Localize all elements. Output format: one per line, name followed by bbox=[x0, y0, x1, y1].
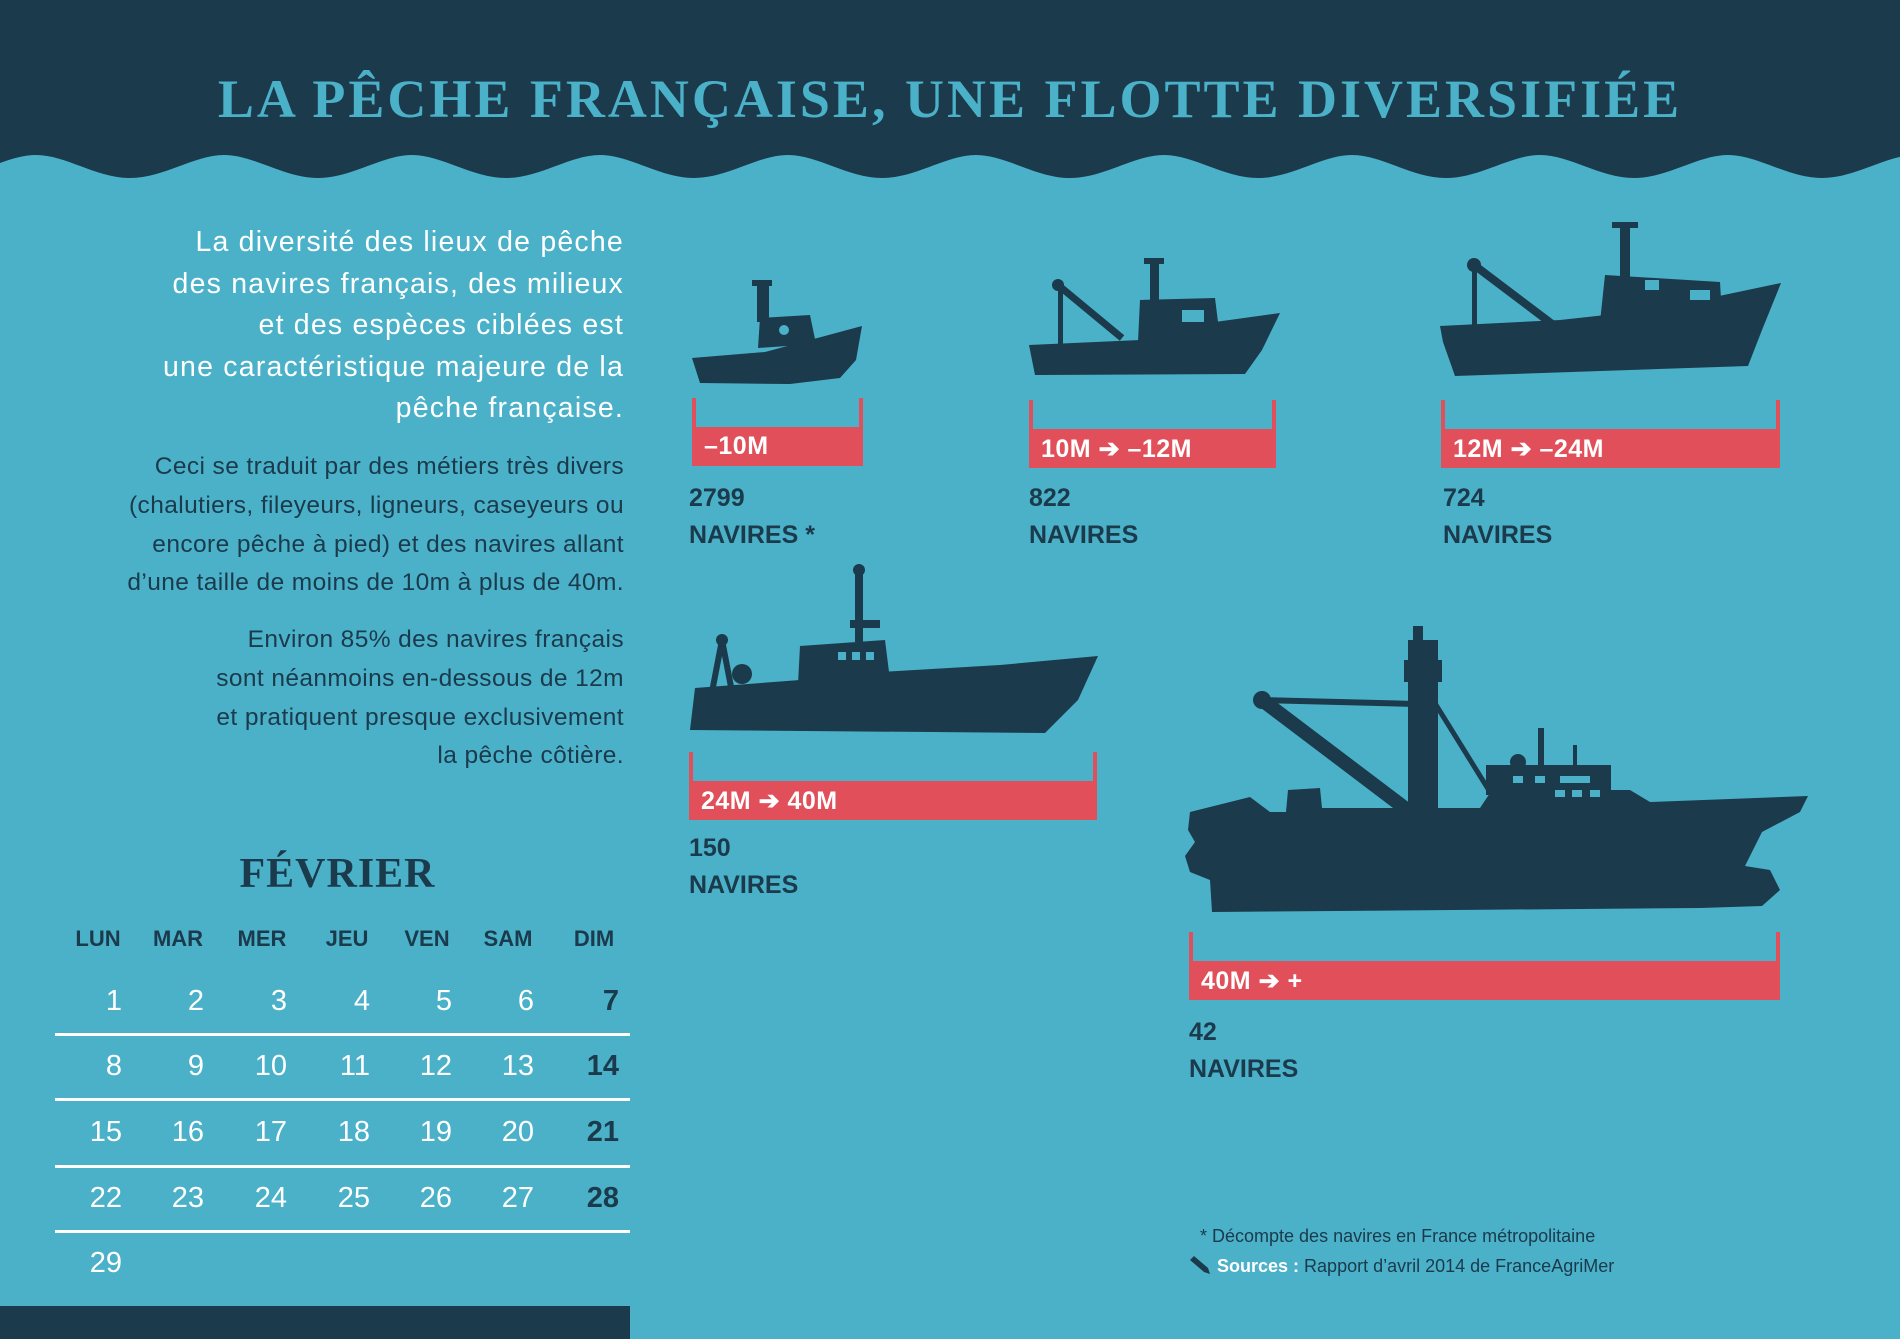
text-line: encore pêche à pied) et des navires alla… bbox=[152, 530, 624, 558]
text-line: la pêche côtière. bbox=[437, 742, 624, 770]
calendar-day: 14 bbox=[586, 1050, 619, 1082]
size-range-bar: 10M ➔ –12M bbox=[1029, 400, 1276, 468]
count-value: 150 bbox=[689, 834, 731, 862]
calendar-day: 11 bbox=[339, 1050, 370, 1082]
count-value: 42 bbox=[1189, 1018, 1217, 1046]
header-banner bbox=[0, 0, 1900, 180]
calendar-day: 4 bbox=[353, 985, 370, 1017]
sources-text: Rapport d’avril 2014 de FranceAgriMer bbox=[1299, 1256, 1615, 1276]
calendar-day: 1 bbox=[105, 985, 122, 1017]
text-line: La diversité des lieux de pêche bbox=[195, 226, 624, 258]
calendar-day: 29 bbox=[89, 1247, 122, 1279]
size-label: 10M ➔ –12M bbox=[1041, 435, 1193, 463]
day-header: MER bbox=[237, 926, 287, 951]
text-line: (chalutiers, fileyeurs, ligneurs, caseye… bbox=[128, 491, 624, 519]
size-label: 40M ➔ + bbox=[1201, 967, 1303, 995]
count-value: 2799 bbox=[689, 484, 745, 512]
small-boat-icon bbox=[692, 280, 862, 384]
count-unit: NAVIRES bbox=[1443, 521, 1553, 549]
calendar-day: 12 bbox=[419, 1050, 452, 1082]
calendar-day: 6 bbox=[517, 985, 534, 1017]
trawler-boat-icon bbox=[1029, 258, 1280, 375]
calendar-day: 17 bbox=[254, 1116, 287, 1148]
vessel-count: 724 NAVIRES bbox=[1443, 480, 1552, 554]
size-label: 12M ➔ –24M bbox=[1453, 435, 1605, 463]
calendar-day: 15 bbox=[89, 1116, 122, 1148]
day-header: JEU bbox=[325, 926, 369, 951]
size-band: 40M ➔ + bbox=[1193, 961, 1776, 1000]
size-band: 12M ➔ –24M bbox=[1445, 429, 1776, 468]
vessel-count: 822 NAVIRES bbox=[1029, 480, 1138, 554]
week-divider bbox=[55, 1230, 630, 1233]
count-value: 822 bbox=[1029, 484, 1071, 512]
calendar-day: 20 bbox=[501, 1116, 534, 1148]
calendar-day: 5 bbox=[435, 985, 452, 1017]
calendar-day: 22 bbox=[89, 1182, 122, 1214]
vessel-count: 2799 NAVIRES * bbox=[689, 480, 815, 554]
size-band: 24M ➔ 40M bbox=[693, 781, 1093, 820]
calendar-day: 2 bbox=[187, 985, 204, 1017]
count-unit: NAVIRES * bbox=[689, 521, 815, 549]
calendar-day: 3 bbox=[270, 985, 287, 1017]
text-line: une caractéristique majeure de la bbox=[162, 350, 624, 383]
calendar-day: 18 bbox=[337, 1116, 370, 1148]
count-unit: NAVIRES bbox=[1029, 521, 1139, 549]
pencil-icon bbox=[1190, 1256, 1210, 1274]
calendar-day: 9 bbox=[187, 1050, 204, 1082]
calendar-day: 25 bbox=[337, 1182, 370, 1214]
factory-ship-icon bbox=[1185, 626, 1808, 912]
calendar-day: 8 bbox=[105, 1050, 122, 1082]
calendar-day: 19 bbox=[419, 1116, 452, 1148]
calendar-day: 10 bbox=[254, 1050, 287, 1082]
trawler-boat-icon bbox=[1440, 222, 1781, 376]
text-line: d’une taille de moins de 10m à plus de 4… bbox=[127, 569, 624, 597]
footnote-count: * Décompte des navires en France métropo… bbox=[1200, 1226, 1596, 1246]
text-line: pêche française. bbox=[395, 392, 624, 424]
calendar-day: 24 bbox=[254, 1182, 287, 1214]
large-trawler-icon bbox=[690, 564, 1098, 733]
size-range-bar: 24M ➔ 40M bbox=[689, 752, 1097, 820]
page-title: LA PÊCHE FRANÇAISE, UNE FLOTTE DIVERSIFI… bbox=[217, 69, 1683, 129]
calendar-day: 13 bbox=[501, 1050, 534, 1082]
calendar-day: 16 bbox=[171, 1116, 204, 1148]
count-unit: NAVIRES bbox=[689, 871, 799, 899]
day-header: VEN bbox=[404, 926, 450, 951]
calendar-day: 23 bbox=[171, 1182, 204, 1214]
size-band: –10M bbox=[696, 427, 859, 466]
size-label: 24M ➔ 40M bbox=[701, 787, 838, 815]
week-divider bbox=[55, 1033, 630, 1036]
size-range-bar: –10M bbox=[692, 398, 863, 466]
size-band: 10M ➔ –12M bbox=[1033, 429, 1272, 468]
week-divider bbox=[55, 1165, 630, 1168]
calendar-day: 27 bbox=[501, 1182, 534, 1214]
text-line: sont néanmoins en-dessous de 12m bbox=[216, 664, 624, 692]
day-header: MAR bbox=[152, 926, 204, 951]
vessel-count: 150 NAVIRES bbox=[689, 830, 798, 904]
text-line: Environ 85% des navires français bbox=[247, 626, 624, 653]
week-divider bbox=[55, 1098, 630, 1101]
count-value: 724 bbox=[1443, 484, 1485, 512]
footnote-sources: Sources : Rapport d’avril 2014 de France… bbox=[1188, 1254, 1614, 1277]
count-unit: NAVIRES bbox=[1189, 1055, 1299, 1083]
text-line: et des espèces ciblées est bbox=[258, 309, 624, 341]
day-header: SAM bbox=[483, 926, 533, 951]
calendar-day: 21 bbox=[586, 1116, 619, 1148]
vessel-count: 42 NAVIRES bbox=[1189, 1014, 1298, 1088]
size-range-bar: 40M ➔ + bbox=[1189, 932, 1780, 1000]
size-label: –10M bbox=[704, 432, 769, 460]
calendar-day: 7 bbox=[602, 985, 619, 1017]
calendar-day: 26 bbox=[419, 1182, 452, 1214]
wave-decoration bbox=[0, 155, 1900, 180]
sources-label: Sources : bbox=[1217, 1256, 1300, 1276]
size-range-bar: 12M ➔ –24M bbox=[1441, 400, 1780, 468]
day-header: DIM bbox=[573, 926, 615, 951]
calendar-day: 28 bbox=[586, 1182, 619, 1214]
day-header: LUN bbox=[75, 926, 121, 951]
text-line: des navires français, des milieux bbox=[172, 267, 624, 300]
text-line: et pratiquent presque exclusivement bbox=[216, 703, 624, 731]
calendar-month: FÉVRIER bbox=[239, 851, 436, 897]
bottom-bar bbox=[0, 1306, 630, 1339]
text-line: Ceci se traduit par des métiers très div… bbox=[154, 453, 624, 480]
